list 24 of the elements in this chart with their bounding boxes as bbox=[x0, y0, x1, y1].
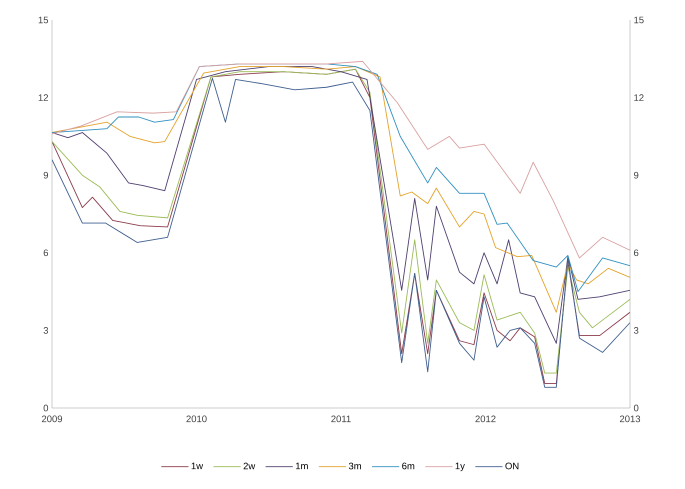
y2-tick-label: 3 bbox=[634, 327, 638, 334]
legend-label: 3m bbox=[348, 462, 362, 470]
y-tick-label: 9 bbox=[44, 172, 48, 179]
x-tick-label: 2011 bbox=[331, 416, 351, 422]
legend-label: 1y bbox=[456, 462, 465, 472]
x-tick-label: 2009 bbox=[42, 416, 62, 422]
y-tick-label: 12 bbox=[38, 94, 48, 101]
y2-tick-label: 0 bbox=[634, 404, 638, 412]
legend-label: 1m bbox=[296, 462, 308, 470]
y2-tick-label: 6 bbox=[634, 249, 638, 256]
legend-label: 6m bbox=[402, 462, 414, 470]
y2-tick-label: 15 bbox=[634, 16, 644, 24]
x-tick-label: 2012 bbox=[475, 416, 496, 422]
x-tick-label: 2010 bbox=[186, 416, 207, 422]
y2-tick-label: 12 bbox=[634, 94, 644, 101]
legend-label: 2w bbox=[244, 462, 256, 470]
x-tick-label: 2013 bbox=[620, 416, 640, 422]
y-tick-label: 6 bbox=[44, 249, 48, 256]
legend-label: 1w bbox=[192, 462, 204, 470]
y-tick-label: 3 bbox=[44, 327, 48, 334]
legend-label: ON bbox=[505, 462, 518, 470]
y2-tick-label: 9 bbox=[634, 172, 638, 179]
y-tick-label: 0 bbox=[44, 404, 48, 412]
y-tick-label: 15 bbox=[38, 16, 48, 24]
